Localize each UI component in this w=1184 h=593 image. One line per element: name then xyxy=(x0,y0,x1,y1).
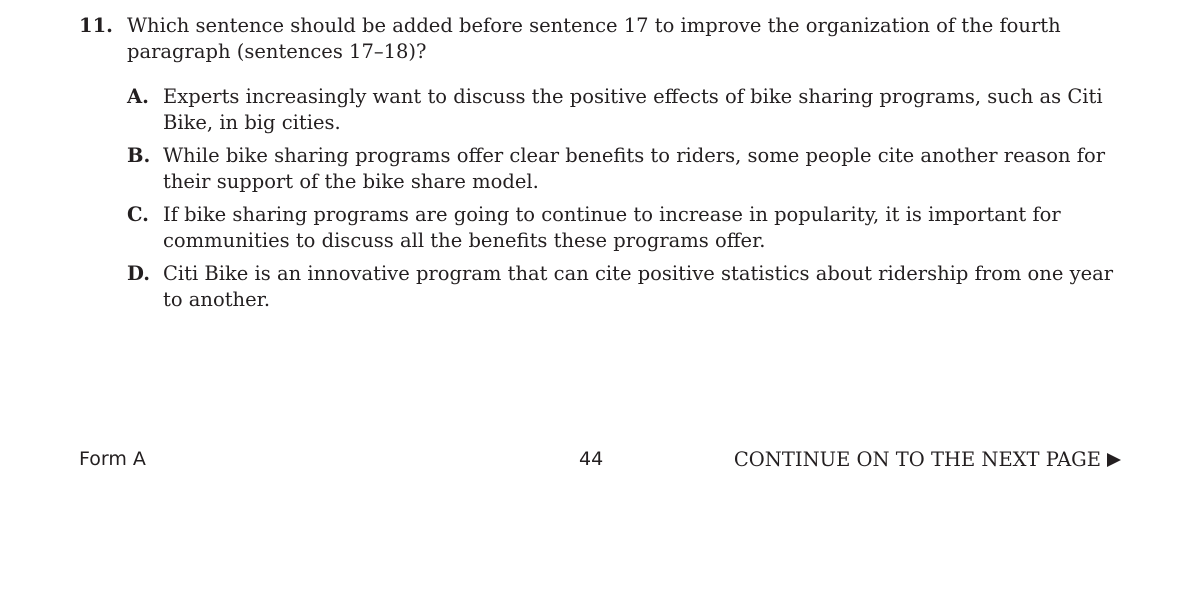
answer-options: A. Experts increasingly want to discuss … xyxy=(79,84,1119,313)
option-letter: C. xyxy=(127,203,149,226)
question-text: Which sentence should be added before se… xyxy=(127,14,1061,63)
option-text: If bike sharing programs are going to co… xyxy=(163,203,1061,252)
form-label: Form A xyxy=(79,448,146,470)
continue-text: CONTINUE ON TO THE NEXT PAGE xyxy=(733,448,1101,471)
question-block: 11. Which sentence should be added befor… xyxy=(79,13,1119,320)
option-letter: B. xyxy=(127,144,151,167)
right-triangle-arrow-icon xyxy=(1107,453,1121,467)
answer-option-b: B. While bike sharing programs offer cle… xyxy=(127,143,1119,195)
option-letter: A. xyxy=(127,85,149,108)
option-text: Citi Bike is an innovative program that … xyxy=(163,262,1114,311)
question-stem: 11. Which sentence should be added befor… xyxy=(79,13,1119,65)
question-number: 11. xyxy=(79,14,113,37)
option-text: Experts increasingly want to discuss the… xyxy=(163,85,1103,134)
option-text: While bike sharing programs offer clear … xyxy=(163,144,1106,193)
answer-option-d: D. Citi Bike is an innovative program th… xyxy=(127,261,1119,313)
answer-option-c: C. If bike sharing programs are going to… xyxy=(127,202,1119,254)
answer-option-a: A. Experts increasingly want to discuss … xyxy=(127,84,1119,136)
continue-notice: CONTINUE ON TO THE NEXT PAGE xyxy=(734,446,1121,474)
page-number: 44 xyxy=(579,448,604,470)
option-letter: D. xyxy=(127,262,151,285)
page-footer: Form A 44 CONTINUE ON TO THE NEXT PAGE xyxy=(79,446,1121,474)
